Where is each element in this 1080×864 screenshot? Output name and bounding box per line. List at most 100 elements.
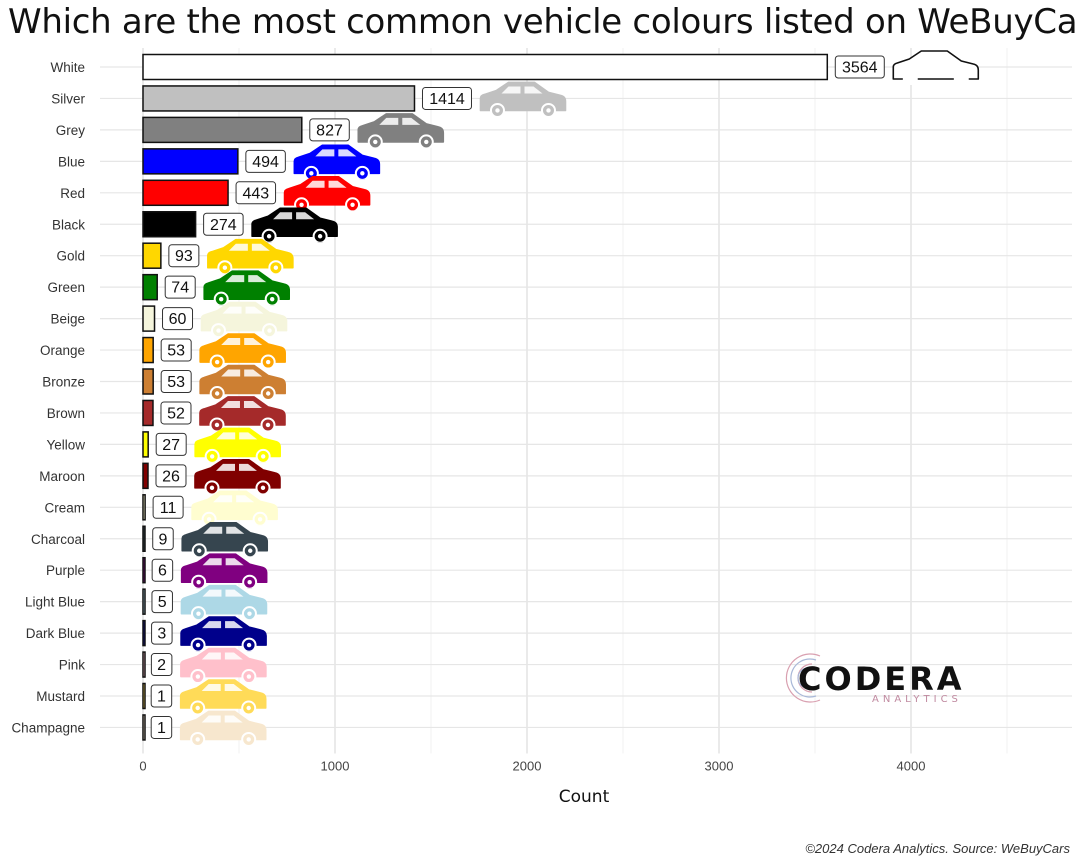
bar	[142, 305, 156, 332]
car-icon	[199, 364, 287, 400]
x-axis-label: Count	[559, 787, 610, 807]
value-label: 9	[152, 527, 174, 551]
value-label-text: 93	[175, 248, 193, 265]
y-tick-label: Gold	[56, 249, 85, 264]
bar	[142, 368, 154, 395]
bar	[142, 556, 146, 584]
bar	[142, 179, 229, 207]
bar	[142, 714, 146, 741]
value-label-box	[309, 118, 350, 142]
y-tick-label: Green	[47, 280, 85, 295]
bar	[142, 116, 303, 144]
y-tick-label: Bronze	[42, 375, 85, 390]
axes: Count 0 1000 2000 3000 4000 White Silver Grey Bl…	[11, 60, 925, 807]
value-label: 5	[151, 590, 173, 614]
value-label: 1	[150, 715, 173, 739]
car-icon	[203, 270, 291, 306]
value-label-box	[155, 464, 187, 488]
bar	[142, 494, 146, 521]
value-label-box	[203, 212, 244, 236]
value-labels: 3564141482749444327493746053535227261196…	[150, 55, 885, 739]
bar	[142, 651, 146, 678]
value-label-text: 274	[210, 217, 237, 234]
value-label: 53	[160, 370, 192, 393]
bar	[142, 53, 829, 81]
car-icon	[206, 238, 294, 274]
car-icon	[200, 301, 288, 337]
bar	[142, 273, 158, 301]
value-label-text: 5	[158, 594, 167, 611]
x-tick-label: 4000	[897, 758, 926, 773]
car-icon	[194, 427, 282, 463]
value-label-box	[245, 149, 286, 173]
car-icon	[892, 49, 980, 85]
car-icon	[179, 647, 267, 683]
value-label: 26	[155, 464, 187, 488]
value-label: 6	[151, 558, 174, 582]
value-label-text: 827	[316, 122, 343, 139]
value-label: 274	[203, 212, 244, 236]
y-tick-label: Red	[60, 186, 85, 201]
car-icon	[193, 458, 282, 494]
value-label-text: 494	[252, 154, 279, 171]
value-label-text: 53	[167, 374, 185, 391]
y-tick-label: Pink	[59, 658, 86, 673]
value-label-text: 1	[157, 720, 166, 737]
bar	[142, 588, 146, 615]
value-label-box	[150, 653, 173, 677]
y-tick-label: Beige	[50, 312, 85, 327]
value-label: 53	[160, 338, 192, 362]
value-label-text: 11	[160, 500, 177, 517]
value-label: 60	[162, 307, 194, 331]
y-tick-label: White	[50, 60, 85, 75]
car-icon	[180, 616, 268, 652]
value-label: 3	[151, 621, 173, 645]
y-tick-label: Silver	[51, 91, 85, 106]
value-label-text: 53	[167, 343, 185, 360]
value-label-text: 1	[157, 689, 166, 706]
y-tick-label: Champagne	[11, 720, 85, 735]
value-label: 74	[164, 275, 196, 299]
bar	[142, 462, 149, 490]
x-tick-label: 0	[139, 758, 146, 773]
value-label: 52	[160, 401, 192, 425]
car-icon	[357, 112, 445, 148]
chart-title: Which are the most common vehicle colour…	[8, 2, 1080, 42]
y-tick-label: Cream	[44, 500, 85, 515]
car-icon	[293, 144, 381, 180]
value-label-box	[164, 275, 196, 299]
x-tick-label: 2000	[513, 758, 542, 773]
bar	[142, 399, 154, 427]
y-tick-label: Dark Blue	[26, 626, 85, 641]
y-tick-label: Light Blue	[25, 595, 85, 610]
value-label-text: 3	[157, 626, 166, 643]
bar	[142, 242, 162, 269]
y-tick-label: Grey	[56, 123, 86, 138]
car-icon	[283, 175, 371, 211]
y-tick-label: Maroon	[39, 469, 85, 484]
logo-mark-icon	[785, 653, 821, 703]
car-icon	[180, 553, 268, 589]
bar	[142, 682, 146, 710]
bar	[142, 525, 146, 552]
value-label-box	[168, 244, 200, 268]
value-label-text: 443	[242, 185, 269, 202]
bars	[142, 53, 829, 741]
value-label: 3564	[834, 55, 885, 79]
codera-logo: CODERA ANALYTICS	[780, 648, 980, 708]
y-tick-label: Brown	[47, 406, 85, 421]
value-label: 494	[245, 149, 286, 173]
bar	[142, 148, 239, 175]
value-label-box	[235, 181, 277, 205]
y-tick-label: Purple	[46, 563, 85, 578]
value-label-box	[152, 495, 184, 519]
value-label: 11	[152, 495, 184, 519]
y-tick-label: Orange	[40, 343, 85, 358]
car-icon	[198, 395, 287, 431]
car-icon	[199, 333, 287, 369]
value-label-box	[160, 401, 192, 425]
y-tick-label: Blue	[58, 154, 85, 169]
logo-subtitle: ANALYTICS	[872, 694, 962, 705]
y-tick-label: Charcoal	[31, 532, 85, 547]
